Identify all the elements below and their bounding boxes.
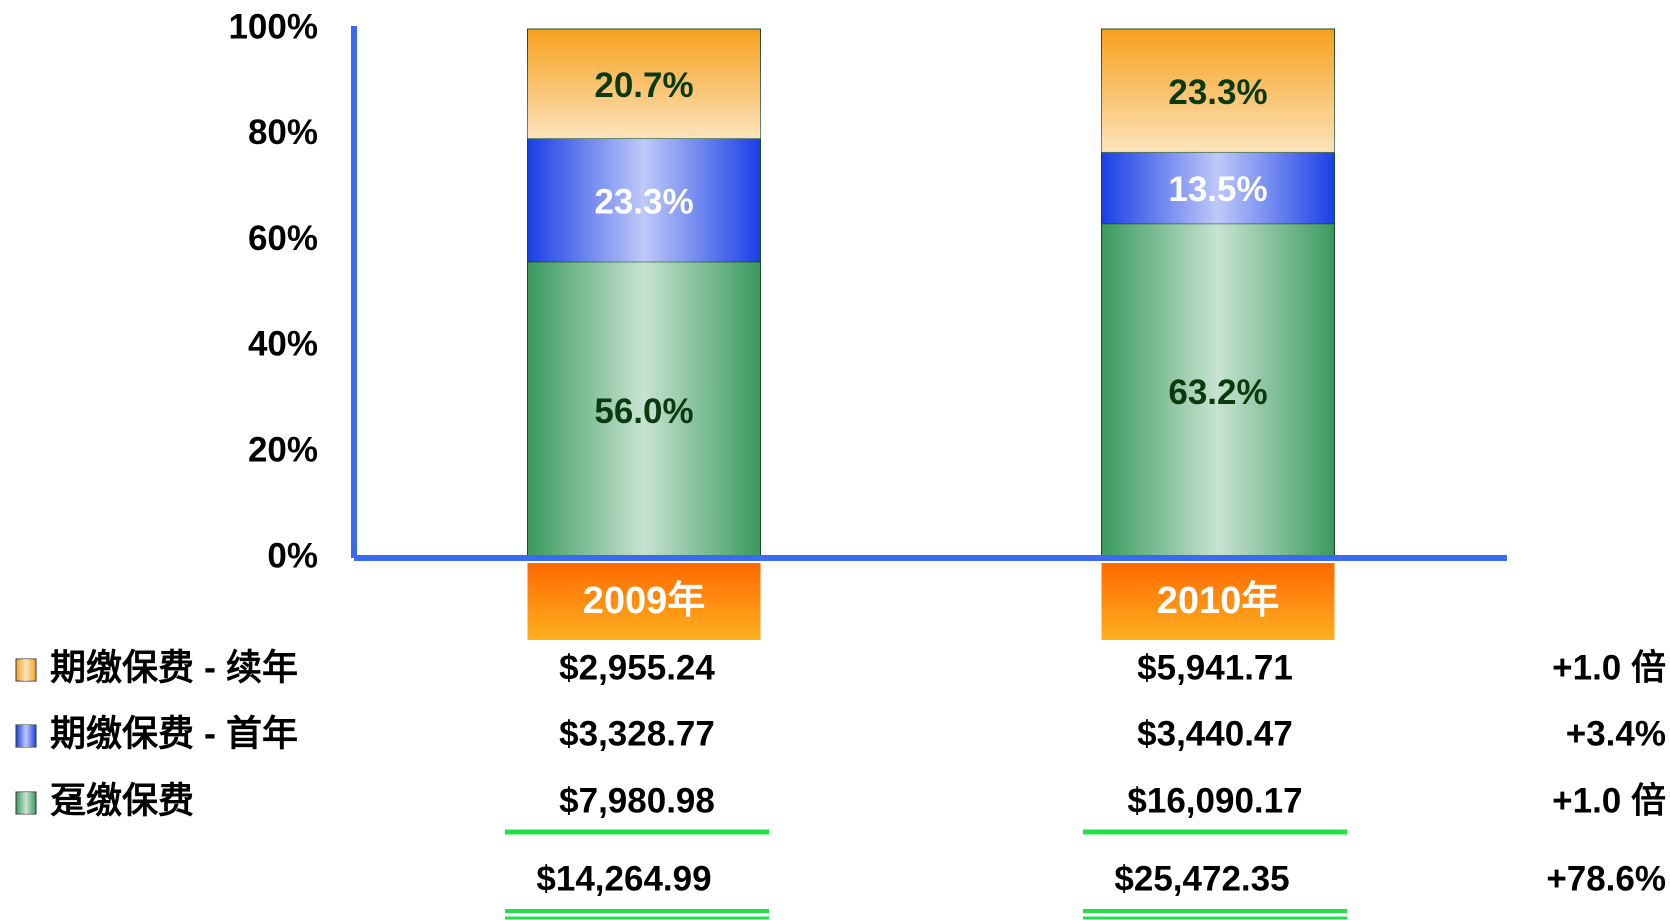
- change: +1.0 倍: [1552, 648, 1666, 687]
- bar-shine: [527, 138, 761, 262]
- y-tick-label: 40%: [248, 325, 318, 364]
- bar-shine: [1101, 152, 1335, 224]
- y-tick-label: 20%: [248, 430, 318, 469]
- legend-swatch-shine: [16, 792, 36, 814]
- x-tick-label: 2009年: [583, 580, 706, 622]
- change: +3.4%: [1566, 714, 1666, 753]
- x-tick-label: 2010年: [1157, 580, 1280, 622]
- total: $14,264.99: [536, 859, 711, 898]
- value-label: 23.3%: [1168, 73, 1267, 112]
- value-label: 20.7%: [594, 66, 693, 105]
- legend-swatch-shine: [16, 659, 36, 681]
- value-label: 23.3%: [594, 182, 693, 221]
- amount: $3,328.77: [559, 714, 715, 753]
- legend-label: 期缴保费 - 首年: [50, 713, 298, 754]
- value-label: 63.2%: [1168, 373, 1267, 412]
- amount: $7,980.98: [559, 781, 715, 820]
- y-tick-label: 0%: [267, 536, 318, 575]
- amount: $16,090.17: [1127, 781, 1302, 820]
- legend-swatch-shine: [16, 725, 36, 747]
- amount: $2,955.24: [559, 648, 715, 687]
- y-tick-label: 100%: [228, 7, 318, 46]
- legend-label: 期缴保费 - 续年: [50, 647, 298, 688]
- total: $25,472.35: [1114, 859, 1289, 898]
- total-change: +78.6%: [1546, 859, 1666, 898]
- bar-shine: [527, 29, 761, 139]
- amount: $3,440.47: [1137, 714, 1293, 753]
- legend-label: 趸缴保费: [50, 780, 194, 821]
- bar-shine: [1101, 29, 1335, 153]
- y-tick-label: 60%: [248, 219, 318, 258]
- bar-shine: [1101, 223, 1335, 558]
- value-label: 13.5%: [1168, 170, 1267, 209]
- amount: $5,941.71: [1137, 648, 1293, 687]
- category-box: [527, 563, 761, 640]
- y-tick-label: 80%: [248, 113, 318, 152]
- value-label: 56.0%: [594, 392, 693, 431]
- bar-shine: [527, 261, 761, 558]
- change: +1.0 倍: [1552, 781, 1666, 820]
- category-box: [1101, 563, 1335, 640]
